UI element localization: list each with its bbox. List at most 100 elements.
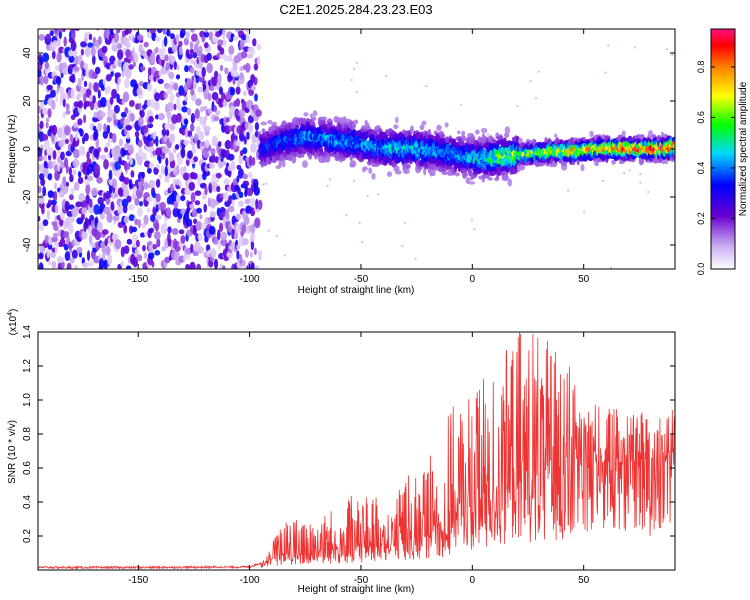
spectrogram-cell xyxy=(580,163,585,172)
spectrogram-cell xyxy=(200,222,208,230)
spectrogram-cell xyxy=(372,162,376,168)
spectrogram-cell xyxy=(124,142,130,150)
y-multiplier: (x104) xyxy=(7,309,19,336)
spectrogram-cell xyxy=(57,36,61,47)
spectrogram-cell xyxy=(177,154,184,166)
spectrogram-cell xyxy=(137,155,143,166)
spectrogram-cell xyxy=(83,92,87,104)
spectrogram-cell xyxy=(178,40,183,47)
spectrogram-cell xyxy=(244,62,251,73)
spectrogram-cell xyxy=(189,58,194,65)
spectrogram-cell xyxy=(252,38,257,47)
spectrogram-cell xyxy=(51,260,57,269)
spectrogram-cell xyxy=(195,125,201,133)
spectrogram-cell xyxy=(39,120,44,129)
spectrogram-cell xyxy=(75,201,82,208)
spectrogram-cell xyxy=(254,122,259,131)
spectrogram-cell xyxy=(247,171,253,179)
y-tick-label: -20 xyxy=(22,189,33,204)
spectrogram-cell xyxy=(38,262,44,269)
spectrogram-cell xyxy=(235,224,241,234)
spectrogram-cell xyxy=(63,243,69,251)
spectrogram-cell xyxy=(143,214,149,225)
spectrogram-cell xyxy=(244,198,251,205)
spectrogram-cell xyxy=(239,253,243,265)
spectrogram-cell xyxy=(102,78,107,86)
spectrogram-cell xyxy=(209,162,216,169)
spectrogram-cell xyxy=(529,80,532,83)
spectrogram-cell xyxy=(213,258,219,269)
spectrogram-cell xyxy=(39,251,44,260)
spectrogram-cell xyxy=(74,264,78,269)
spectrogram-cell xyxy=(242,147,248,155)
spectrogram-cell xyxy=(70,88,75,99)
spectrogram-cells xyxy=(38,23,675,269)
x-tick-label: -100 xyxy=(240,575,260,586)
spectrogram-cell xyxy=(238,200,245,207)
y-tick-label: 20 xyxy=(22,95,33,107)
spectrogram-cell xyxy=(253,63,259,71)
spectrogram-cell xyxy=(134,197,140,206)
spectrogram-cell xyxy=(194,133,199,144)
spectrogram-cell xyxy=(222,160,227,166)
spectrogram-cell xyxy=(194,108,200,119)
spectrogram-cell xyxy=(439,133,446,139)
spectrogram-cell xyxy=(639,181,642,184)
spectrogram-cell xyxy=(185,218,193,227)
spectrogram-cell xyxy=(51,236,58,243)
spectrogram-cell xyxy=(111,233,119,241)
spectrogram-cell xyxy=(139,29,141,30)
spectrogram-cell xyxy=(202,151,210,159)
spectrogram-cell xyxy=(193,43,199,53)
spectrogram-cell xyxy=(189,261,196,269)
spectrogram-cell xyxy=(155,163,160,169)
colorbar-tick-label: 0.0 xyxy=(696,263,706,276)
spectrogram-cell xyxy=(89,198,93,208)
spectrogram-cell xyxy=(216,185,221,193)
spectrogram-cell xyxy=(79,128,84,137)
spectrogram-cell xyxy=(142,244,146,252)
spectrogram-cell xyxy=(46,147,54,156)
spectrogram-cell xyxy=(255,109,262,117)
spectrogram-cell xyxy=(168,133,176,144)
spectrogram-cell xyxy=(303,112,309,117)
spectrogram-cell xyxy=(377,193,380,196)
spectrogram-cell xyxy=(99,213,105,220)
spectrogram-cell xyxy=(77,171,82,178)
spectrogram-cell xyxy=(218,98,225,108)
spectrogram-cell xyxy=(98,257,105,269)
spectrogram-cell xyxy=(201,66,206,78)
spectrogram-cell xyxy=(233,60,238,72)
colorbar-tick-label: 0.6 xyxy=(696,111,706,124)
spectrogram-cell xyxy=(127,144,134,155)
spectrogram-cell xyxy=(106,206,111,217)
spectrogram-cell xyxy=(224,191,229,202)
spectrogram-cell xyxy=(154,92,161,102)
spectrogram-cell xyxy=(39,193,45,205)
svg-text:(x104): (x104) xyxy=(7,309,19,336)
spectrogram-cell xyxy=(355,91,359,94)
spectrogram-cell xyxy=(196,263,201,269)
spectrogram-cell xyxy=(235,140,241,147)
spectrogram-cell xyxy=(256,43,262,51)
spectrogram-cell xyxy=(129,157,133,166)
spectrogram-cell xyxy=(97,196,104,205)
spectrogram-cell xyxy=(175,164,180,175)
spectrogram-cell xyxy=(204,115,208,121)
spectrogram-cell xyxy=(69,174,74,183)
spectrogram-cell xyxy=(191,33,198,42)
spectrogram-cell xyxy=(47,160,54,170)
spectrogram-cell xyxy=(262,183,265,186)
spectrogram-cell xyxy=(100,97,107,108)
spectrogram-cell xyxy=(80,212,85,221)
spectrogram-cell xyxy=(249,197,256,208)
spectrogram-cell xyxy=(48,260,52,266)
spectrogram-cell xyxy=(253,186,260,196)
spectrogram-cell xyxy=(176,64,180,71)
spectrogram-cell xyxy=(155,214,162,220)
x-tick-label: -150 xyxy=(128,274,148,285)
spectrogram-cell xyxy=(537,70,540,74)
spectrogram-cell xyxy=(113,23,117,28)
spectrogram-cell xyxy=(639,172,642,176)
spectrogram-cell xyxy=(163,92,168,100)
